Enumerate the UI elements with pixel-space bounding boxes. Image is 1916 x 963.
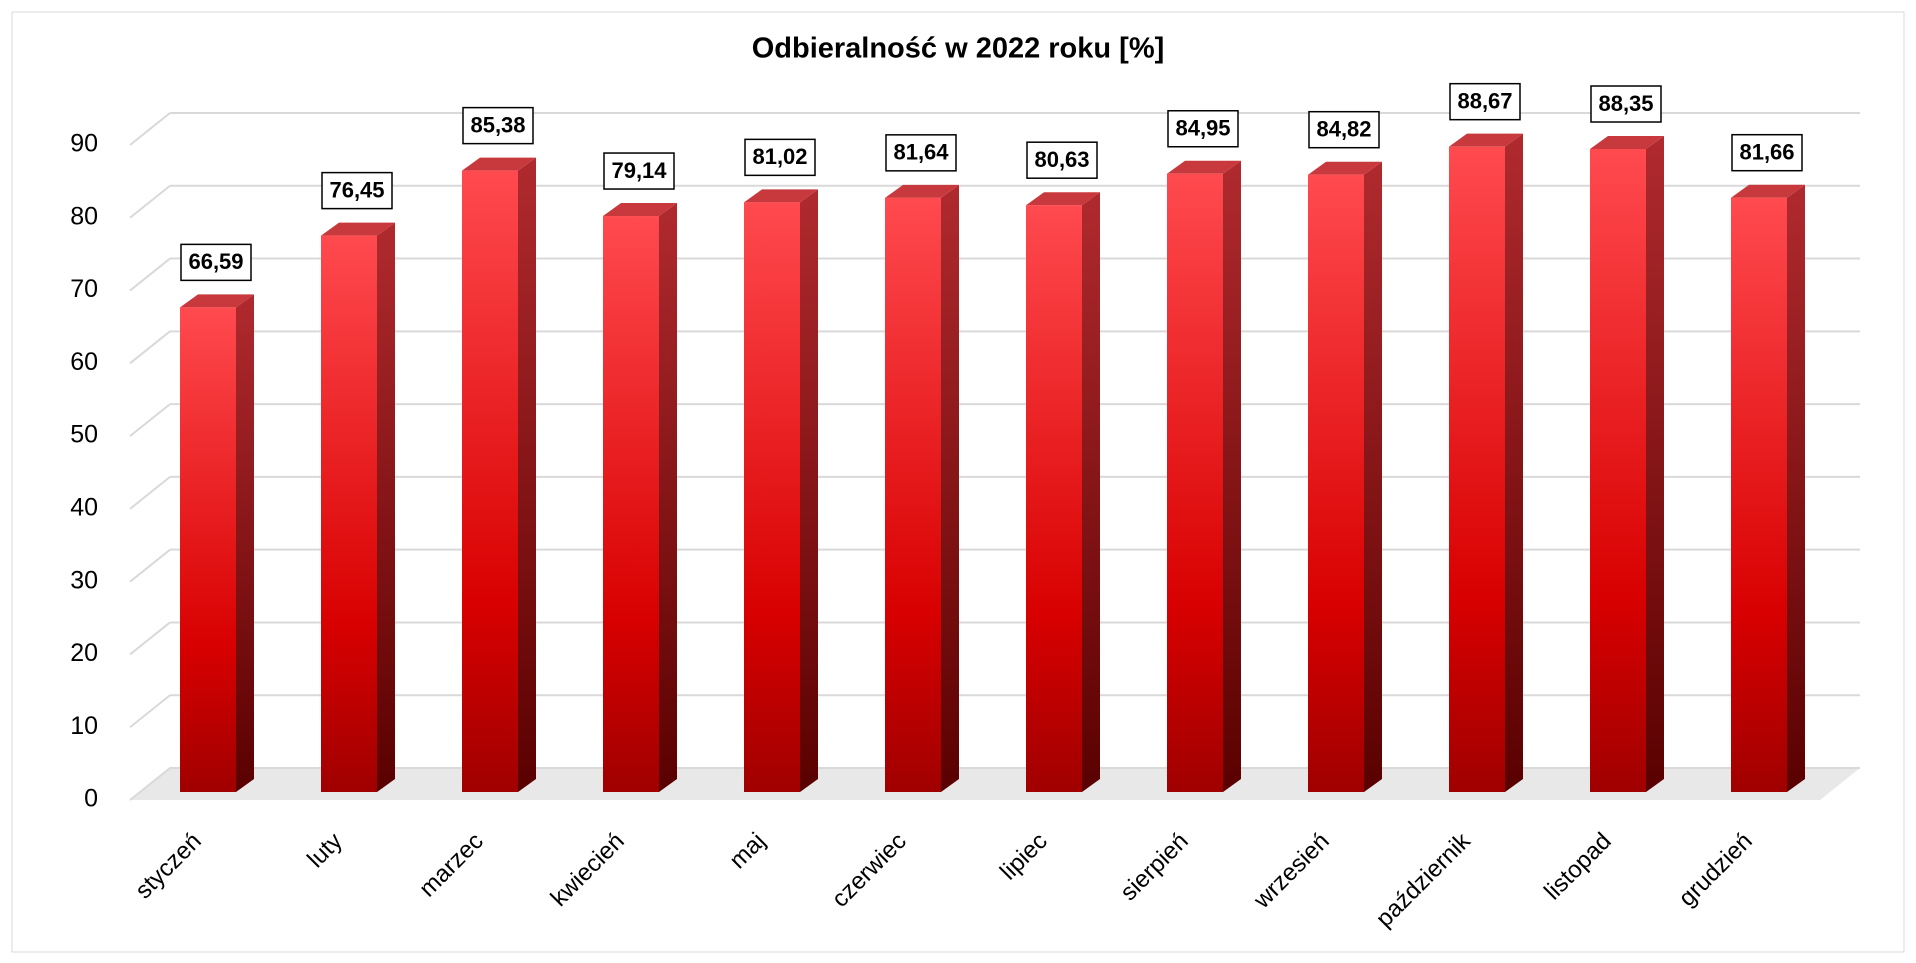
bar-side xyxy=(941,184,959,792)
bar-side xyxy=(1223,160,1241,792)
bar-top xyxy=(1308,161,1382,175)
bar xyxy=(1308,174,1364,793)
value-label: 84,82 xyxy=(1316,117,1371,142)
grid-line xyxy=(129,330,171,365)
bar-top xyxy=(1026,192,1100,206)
bar-side xyxy=(1505,133,1523,792)
bar xyxy=(462,170,518,792)
value-label: 88,35 xyxy=(1598,91,1653,116)
bar-side xyxy=(1082,192,1100,793)
grid-line xyxy=(129,257,171,292)
y-tick-label: 80 xyxy=(70,202,98,230)
value-label-box xyxy=(180,243,252,282)
value-label-box xyxy=(1449,82,1521,121)
value-label-box xyxy=(1167,110,1239,148)
bar-top xyxy=(321,222,395,236)
y-tick-label: 20 xyxy=(70,639,98,667)
value-label: 88,67 xyxy=(1457,88,1512,113)
bar-side xyxy=(377,222,395,792)
value-label-box xyxy=(462,106,534,145)
y-tick-label: 60 xyxy=(70,348,98,376)
value-label: 79,14 xyxy=(611,158,667,183)
bar xyxy=(744,202,800,793)
value-label: 66,59 xyxy=(188,249,243,274)
bar-top xyxy=(1590,136,1664,150)
value-label-box xyxy=(1731,133,1803,172)
value-label-box xyxy=(744,138,816,177)
bar-top xyxy=(1731,184,1805,198)
value-label-box xyxy=(1308,110,1380,149)
bar xyxy=(603,216,659,792)
value-label: 85,38 xyxy=(470,112,525,137)
bar-top xyxy=(1449,133,1523,147)
bar-side xyxy=(236,294,254,792)
bar-side xyxy=(659,203,677,792)
grid-line xyxy=(129,403,171,437)
bar xyxy=(885,197,941,792)
value-label-box xyxy=(603,152,675,190)
y-tick-label: 0 xyxy=(84,785,98,813)
bar xyxy=(321,235,377,792)
bar xyxy=(1167,173,1223,792)
grid-line xyxy=(129,767,171,801)
bar xyxy=(1590,149,1646,793)
bar-top xyxy=(180,294,254,308)
grid-line xyxy=(129,112,171,146)
y-tick-label: 90 xyxy=(70,130,98,158)
bar-top xyxy=(744,189,818,203)
bar xyxy=(1731,197,1787,793)
grid-line xyxy=(129,694,171,729)
value-label: 80,63 xyxy=(1034,147,1089,172)
value-label-box xyxy=(321,171,393,210)
floor xyxy=(130,768,1860,800)
value-label: 84,95 xyxy=(1175,116,1230,141)
bar xyxy=(180,307,236,792)
grid-line xyxy=(129,184,171,219)
value-label-box xyxy=(885,134,957,172)
chart-title: Odbieralność w 2022 roku [%] xyxy=(752,33,1165,65)
bar-side xyxy=(1787,184,1805,793)
bar-side xyxy=(518,157,536,792)
bar xyxy=(1026,205,1082,793)
y-tick-label: 30 xyxy=(70,566,98,594)
bar-top xyxy=(603,203,677,217)
value-label: 81,02 xyxy=(752,144,807,169)
y-tick-label: 40 xyxy=(70,493,98,521)
y-tick-label: 10 xyxy=(70,712,98,740)
bar-side xyxy=(1646,136,1664,793)
y-tick-label: 50 xyxy=(70,421,98,449)
value-label: 81,66 xyxy=(1739,140,1794,165)
y-tick-label: 70 xyxy=(70,275,98,303)
bar-top xyxy=(462,157,536,171)
bar-side xyxy=(1364,161,1382,793)
value-label-box xyxy=(1026,141,1098,179)
grid-line xyxy=(129,548,171,583)
value-label: 81,64 xyxy=(893,140,949,165)
grid-line xyxy=(129,621,171,656)
value-label-box xyxy=(1590,85,1662,123)
bar-top xyxy=(885,184,959,198)
grid-line xyxy=(129,476,171,510)
value-label: 76,45 xyxy=(329,177,384,202)
bar xyxy=(1449,146,1505,792)
bar-top xyxy=(1167,160,1241,174)
bar-side xyxy=(800,189,818,793)
